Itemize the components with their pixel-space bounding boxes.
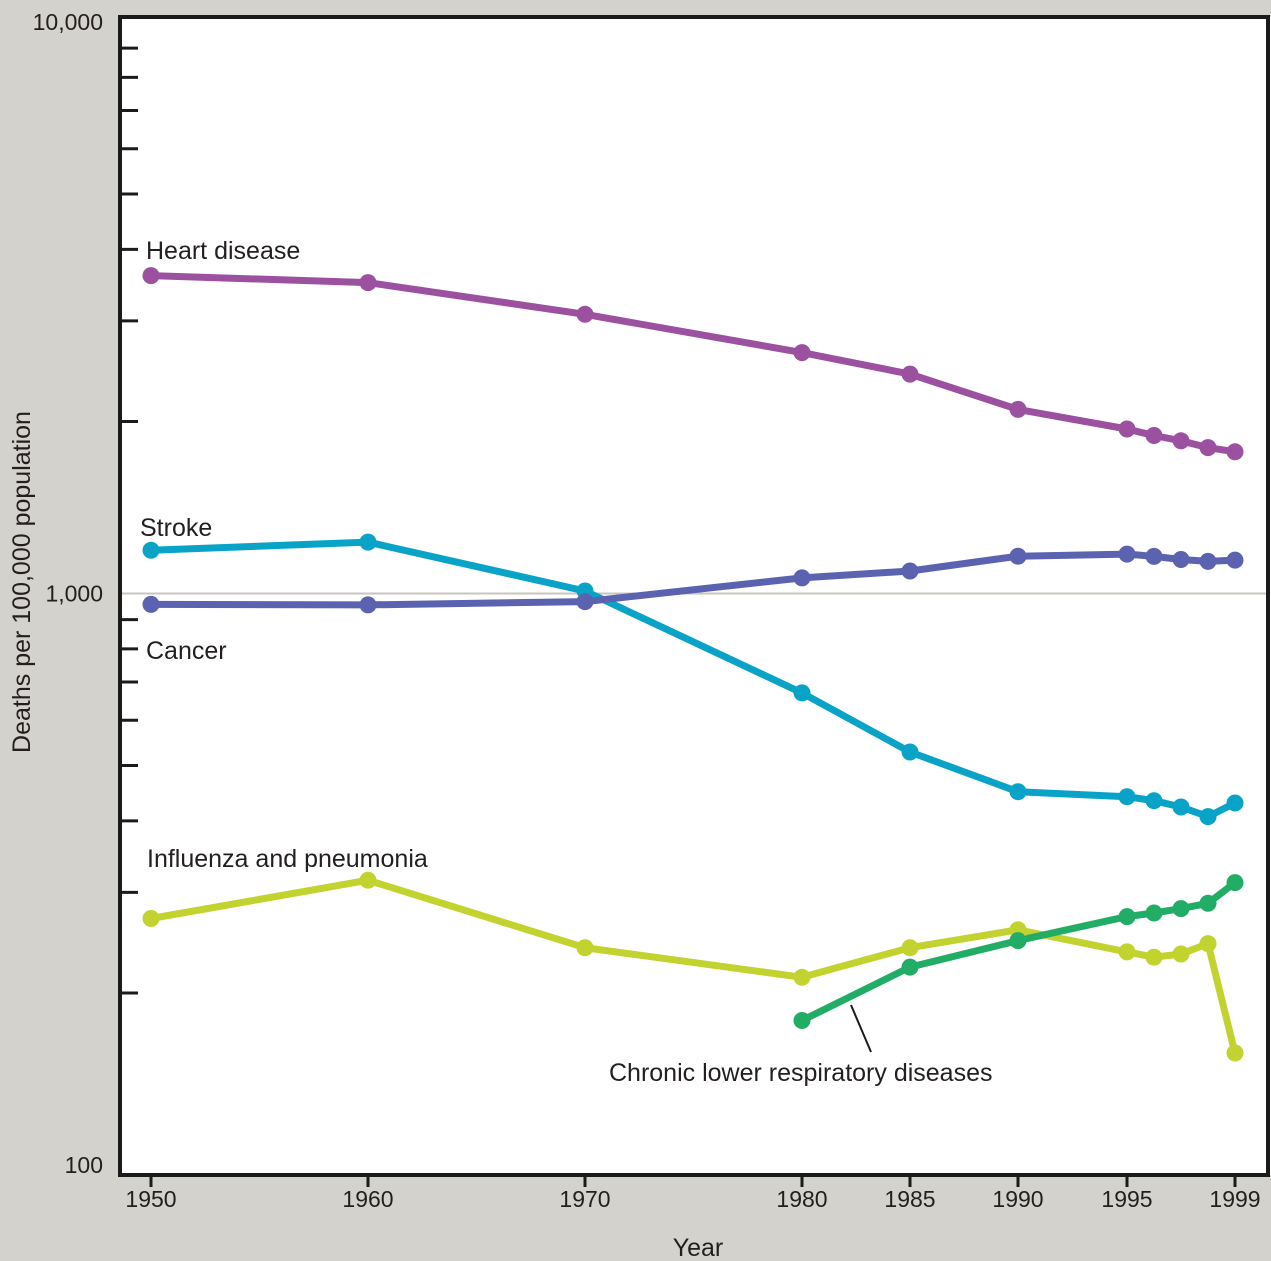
x-tick-label: 1990 <box>992 1186 1043 1212</box>
annotation-leader-line <box>850 1004 872 1053</box>
data-point-influenza-and-pneumonia-1999 <box>1226 1044 1244 1062</box>
series-stroke <box>142 533 1244 826</box>
data-point-heart-disease-1985 <box>901 365 919 383</box>
data-point-influenza-and-pneumonia-1997 <box>1172 945 1190 963</box>
data-point-influenza-and-pneumonia-1960 <box>359 871 377 889</box>
series-chronic-lower-respiratory-diseases <box>793 874 1244 1029</box>
data-point-stroke-1996 <box>1145 792 1163 810</box>
data-point-influenza-and-pneumonia-1995 <box>1118 943 1136 961</box>
data-point-stroke-1950 <box>142 541 160 559</box>
data-point-influenza-and-pneumonia-1950 <box>142 910 160 927</box>
data-point-heart-disease-1996 <box>1145 427 1163 444</box>
data-point-cancer-1995 <box>1118 545 1136 563</box>
data-point-heart-disease-1980 <box>793 344 811 362</box>
series-label-heart-disease: Heart disease <box>146 237 300 265</box>
data-point-influenza-and-pneumonia-1970 <box>576 939 594 957</box>
series-heart-disease <box>142 267 1244 461</box>
data-point-heart-disease-1960 <box>359 274 377 292</box>
data-point-chronic-lower-respiratory-diseases-1999 <box>1226 874 1244 892</box>
x-tick-label: 1999 <box>1209 1186 1260 1212</box>
data-point-heart-disease-1990 <box>1009 400 1027 418</box>
data-point-heart-disease-1950 <box>142 267 160 285</box>
data-point-chronic-lower-respiratory-diseases-1997 <box>1172 900 1190 918</box>
x-tick-label: 1970 <box>559 1186 610 1212</box>
data-point-influenza-and-pneumonia-1985 <box>901 939 919 957</box>
data-point-cancer-1999 <box>1226 551 1244 569</box>
data-point-influenza-and-pneumonia-1980 <box>793 968 811 986</box>
series-label-cancer: Cancer <box>146 637 227 665</box>
data-point-cancer-1998 <box>1199 552 1217 570</box>
series-layer <box>142 267 1244 1062</box>
data-point-cancer-1996 <box>1145 547 1163 565</box>
data-point-chronic-lower-respiratory-diseases-1985 <box>901 958 919 976</box>
data-point-cancer-1997 <box>1172 551 1190 568</box>
series-label-stroke: Stroke <box>140 514 212 542</box>
x-tick-label: 1985 <box>884 1186 935 1212</box>
data-point-cancer-1985 <box>901 562 919 580</box>
x-tick-label: 1960 <box>342 1186 393 1212</box>
data-point-heart-disease-1995 <box>1118 420 1136 438</box>
data-point-stroke-1990 <box>1009 783 1027 801</box>
tick-layer: 100 1,000 10,000 1950 1960 1970 1980 1985 1990 19… <box>33 9 1261 1212</box>
y-tick-label: 100 <box>65 1152 103 1178</box>
data-point-cancer-1980 <box>793 569 811 587</box>
plot-background <box>118 17 1271 1175</box>
series-cancer <box>142 545 1244 614</box>
y-tick-label: 10,000 <box>33 9 103 35</box>
x-axis-title: Year <box>673 1234 724 1261</box>
data-point-chronic-lower-respiratory-diseases-1995 <box>1118 908 1136 926</box>
data-point-heart-disease-1970 <box>576 305 594 323</box>
data-point-influenza-and-pneumonia-1996 <box>1145 948 1163 966</box>
data-point-cancer-1950 <box>142 595 160 613</box>
x-tick-label: 1980 <box>776 1186 827 1212</box>
data-point-stroke-1995 <box>1118 788 1136 806</box>
series-label-chronic-lower-respiratory: Chronic lower respiratory diseases <box>609 1059 992 1087</box>
y-tick-label: 1,000 <box>45 581 103 607</box>
data-point-cancer-1960 <box>359 596 377 614</box>
series-influenza-and-pneumonia <box>142 871 1244 1062</box>
data-point-cancer-1990 <box>1009 547 1027 565</box>
data-point-stroke-1985 <box>901 743 919 761</box>
data-point-chronic-lower-respiratory-diseases-1998 <box>1199 894 1217 912</box>
data-point-heart-disease-1999 <box>1226 443 1244 461</box>
y-axis-title: Deaths per 100,000 population <box>8 411 36 753</box>
series-label-influenza-pneumonia: Influenza and pneumonia <box>147 845 428 873</box>
x-tick-label: 1950 <box>125 1186 176 1212</box>
axis-frame <box>118 15 1270 1177</box>
data-point-chronic-lower-respiratory-diseases-1980 <box>793 1012 811 1029</box>
data-point-cancer-1970 <box>576 593 594 611</box>
data-point-chronic-lower-respiratory-diseases-1990 <box>1009 932 1027 950</box>
data-point-heart-disease-1997 <box>1172 432 1190 450</box>
data-point-heart-disease-1998 <box>1199 439 1217 457</box>
data-point-stroke-1998 <box>1199 808 1217 826</box>
x-tick-label: 1995 <box>1101 1186 1152 1212</box>
data-point-influenza-and-pneumonia-1998 <box>1199 935 1217 953</box>
data-point-stroke-1999 <box>1226 794 1244 812</box>
data-point-stroke-1980 <box>793 684 811 702</box>
data-point-chronic-lower-respiratory-diseases-1996 <box>1145 904 1163 922</box>
data-point-stroke-1997 <box>1172 798 1190 816</box>
data-point-stroke-1960 <box>359 533 377 551</box>
